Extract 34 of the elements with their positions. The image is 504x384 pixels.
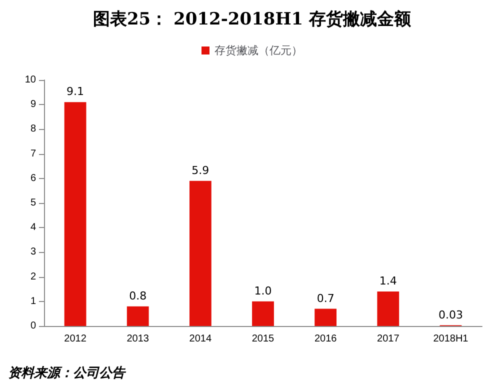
data-label: 9.1	[66, 85, 84, 98]
y-tick-label: 5	[30, 198, 36, 208]
bar	[252, 301, 274, 326]
data-label: 0.7	[316, 292, 334, 305]
bar	[189, 180, 212, 326]
data-label: 1.0	[254, 284, 272, 298]
y-tick-label: 2	[30, 271, 36, 282]
data-label: 1.4	[379, 274, 397, 288]
bar	[377, 292, 400, 326]
x-tick-label: 2014	[189, 334, 212, 344]
chart-title: 图表25： 2012-2018H1 存货撇减金额	[92, 10, 412, 30]
y-tick-label: 7	[30, 148, 36, 160]
legend-label: 存货撇减（亿元）	[214, 44, 302, 57]
y-tick-label: 3	[30, 246, 36, 258]
y-tick-label: 6	[30, 172, 36, 184]
y-tick-label: 10	[24, 74, 36, 86]
data-label: 5.9	[192, 164, 210, 177]
text: 资料来源：公司公告	[8, 365, 127, 381]
bar	[314, 308, 337, 326]
x-tick-label: 2016	[314, 334, 338, 344]
data-label: 0.8	[129, 289, 147, 302]
x-tick-label: 2017	[377, 334, 400, 344]
y-tick-label: 9	[30, 99, 36, 110]
x-tick-label: 2015	[252, 334, 275, 344]
y-tick-label: 8	[30, 124, 36, 135]
x-tick-label: 2018H1	[433, 334, 469, 344]
y-tick-label: 4	[30, 222, 36, 234]
y-tick-label: 0	[30, 320, 36, 332]
bar	[64, 102, 86, 326]
y-tick-label: 1	[30, 296, 36, 307]
bar	[126, 306, 149, 326]
x-tick-label: 2012	[64, 334, 87, 344]
data-label: 0.03	[438, 308, 463, 322]
x-tick-label: 2013	[126, 334, 150, 344]
